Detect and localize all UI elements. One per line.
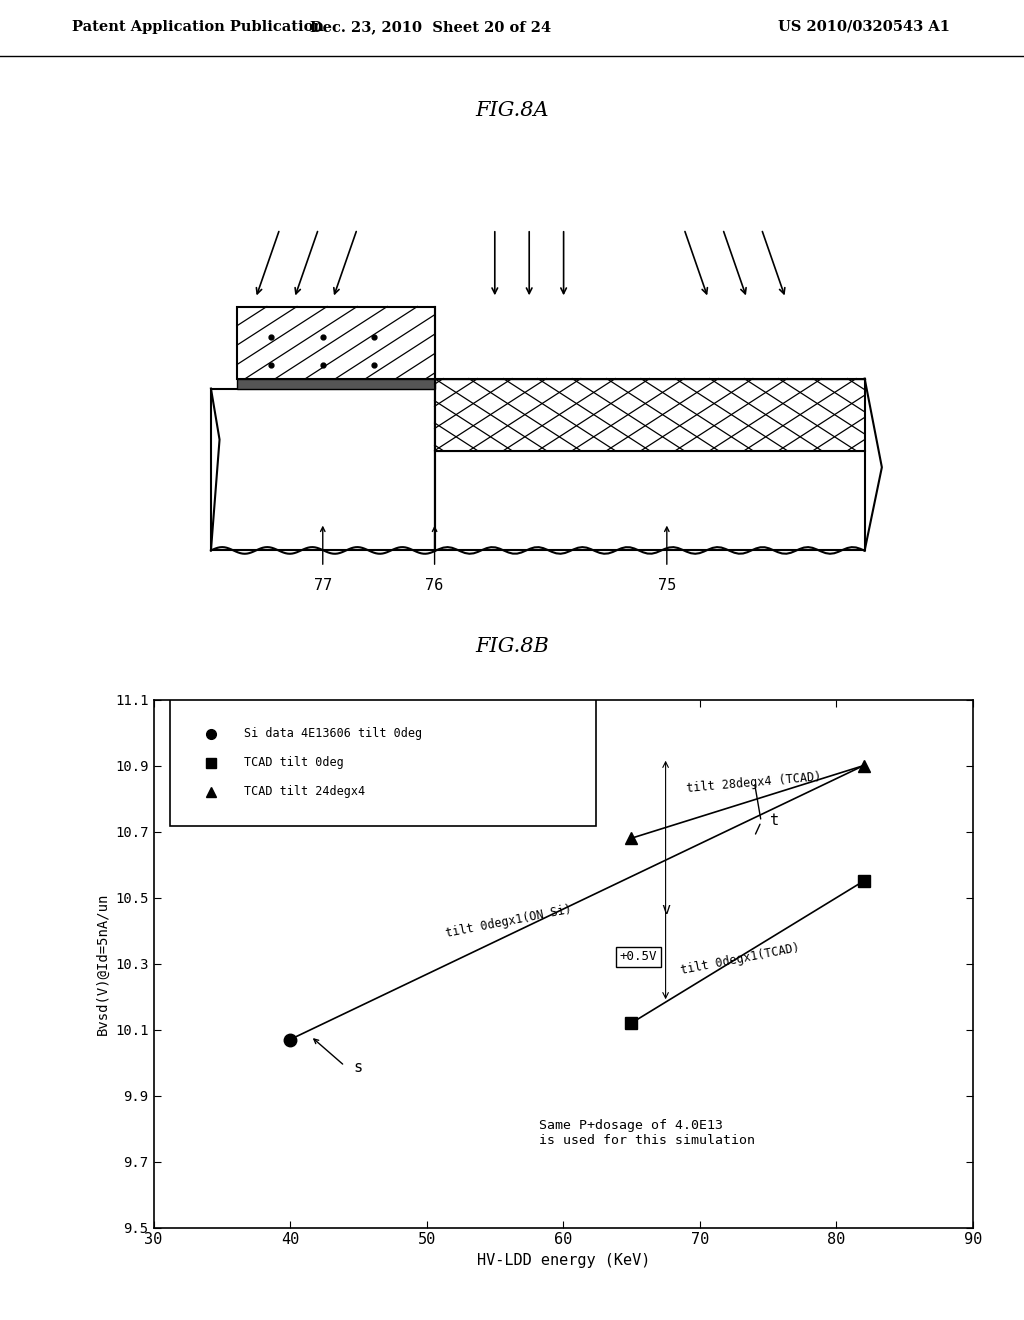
Text: 75: 75 bbox=[657, 578, 676, 593]
Text: tilt 0degx1(ON Si): tilt 0degx1(ON Si) bbox=[444, 903, 572, 940]
Text: FIG.8B: FIG.8B bbox=[475, 638, 549, 656]
Y-axis label: Bvsd(V)@Id=5nA/un: Bvsd(V)@Id=5nA/un bbox=[95, 892, 110, 1035]
Text: US 2010/0320543 A1: US 2010/0320543 A1 bbox=[778, 20, 950, 34]
Text: TCAD tilt 0deg: TCAD tilt 0deg bbox=[244, 756, 343, 770]
Text: TCAD tilt 24degx4: TCAD tilt 24degx4 bbox=[244, 785, 365, 799]
Text: +0.5V: +0.5V bbox=[620, 950, 657, 964]
Text: 76: 76 bbox=[425, 578, 443, 593]
Text: Patent Application Publication: Patent Application Publication bbox=[72, 20, 324, 34]
Text: Si data 4E13606 tilt 0deg: Si data 4E13606 tilt 0deg bbox=[244, 727, 422, 741]
Text: Dec. 23, 2010  Sheet 20 of 24: Dec. 23, 2010 Sheet 20 of 24 bbox=[309, 20, 551, 34]
Text: v: v bbox=[662, 902, 670, 917]
Text: Same P+dosage of 4.0E13
is used for this simulation: Same P+dosage of 4.0E13 is used for this… bbox=[539, 1118, 755, 1147]
Bar bbox=[434, 379, 864, 450]
Text: t: t bbox=[770, 813, 779, 828]
Text: tilt 28degx4 (TCAD): tilt 28degx4 (TCAD) bbox=[686, 771, 822, 795]
Text: s: s bbox=[354, 1060, 362, 1076]
Bar bbox=[237, 306, 434, 379]
Text: FIG.8A: FIG.8A bbox=[475, 102, 549, 120]
Bar bbox=[237, 379, 434, 388]
Text: tilt 0degx1(TCAD): tilt 0degx1(TCAD) bbox=[680, 941, 802, 977]
Polygon shape bbox=[434, 450, 864, 550]
X-axis label: HV-LDD energy (KeV): HV-LDD energy (KeV) bbox=[476, 1253, 650, 1269]
Polygon shape bbox=[211, 388, 434, 550]
Text: 77: 77 bbox=[313, 578, 332, 593]
FancyBboxPatch shape bbox=[170, 700, 596, 826]
